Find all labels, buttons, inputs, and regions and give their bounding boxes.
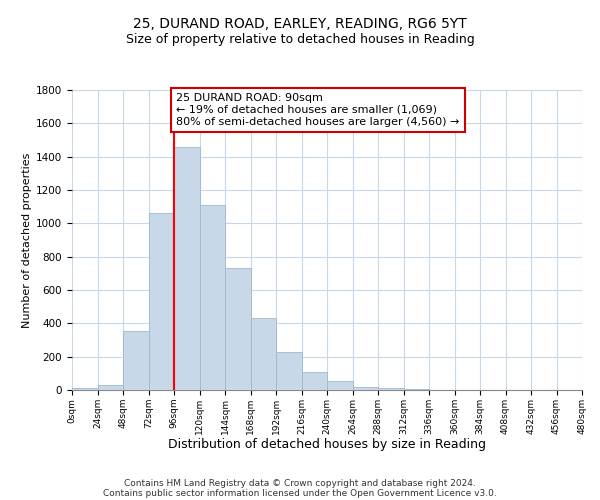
Bar <box>302 372 327 390</box>
Bar <box>327 381 353 390</box>
Bar <box>225 268 251 390</box>
X-axis label: Distribution of detached houses by size in Reading: Distribution of detached houses by size … <box>168 438 486 451</box>
Bar <box>149 212 174 390</box>
Bar <box>353 386 378 390</box>
Text: 25 DURAND ROAD: 90sqm
← 19% of detached houses are smaller (1,069)
80% of semi-d: 25 DURAND ROAD: 90sqm ← 19% of detached … <box>176 94 460 126</box>
Bar <box>404 389 429 390</box>
Y-axis label: Number of detached properties: Number of detached properties <box>22 152 32 328</box>
Bar <box>199 205 225 390</box>
Bar <box>276 352 302 390</box>
Text: Size of property relative to detached houses in Reading: Size of property relative to detached ho… <box>125 32 475 46</box>
Text: 25, DURAND ROAD, EARLEY, READING, RG6 5YT: 25, DURAND ROAD, EARLEY, READING, RG6 5Y… <box>133 18 467 32</box>
Bar <box>123 331 149 390</box>
Bar <box>251 318 276 390</box>
Bar <box>378 388 404 390</box>
Bar <box>174 146 199 390</box>
Text: Contains HM Land Registry data © Crown copyright and database right 2024.: Contains HM Land Registry data © Crown c… <box>124 478 476 488</box>
Bar <box>72 388 97 390</box>
Text: Contains public sector information licensed under the Open Government Licence v3: Contains public sector information licen… <box>103 488 497 498</box>
Bar <box>97 385 123 390</box>
